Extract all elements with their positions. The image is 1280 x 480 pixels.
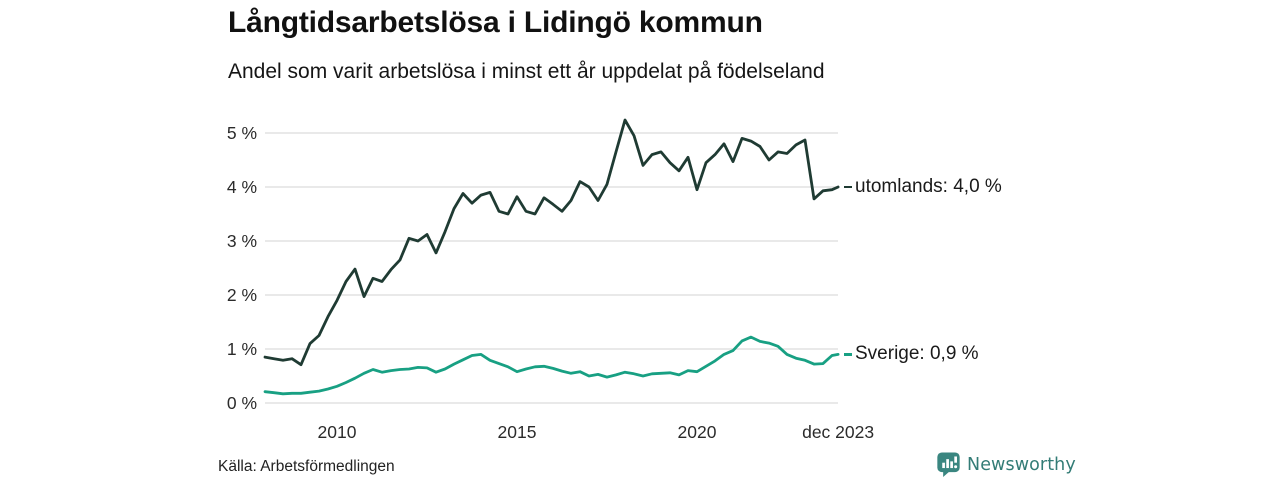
sverige-series-line (263, 335, 840, 396)
utomlands-series-line (263, 118, 840, 367)
brand-lockup: Newsworthy (936, 451, 1076, 478)
chart-subtitle: Andel som varit arbetslösa i minst ett å… (228, 60, 825, 83)
chart-title: Långtidsarbetslösa i Lidingö kommun (228, 6, 763, 39)
brand-name: Newsworthy (967, 454, 1076, 475)
source-note: Källa: Arbetsförmedlingen (218, 458, 395, 475)
newsworthy-logo-icon (937, 452, 960, 477)
